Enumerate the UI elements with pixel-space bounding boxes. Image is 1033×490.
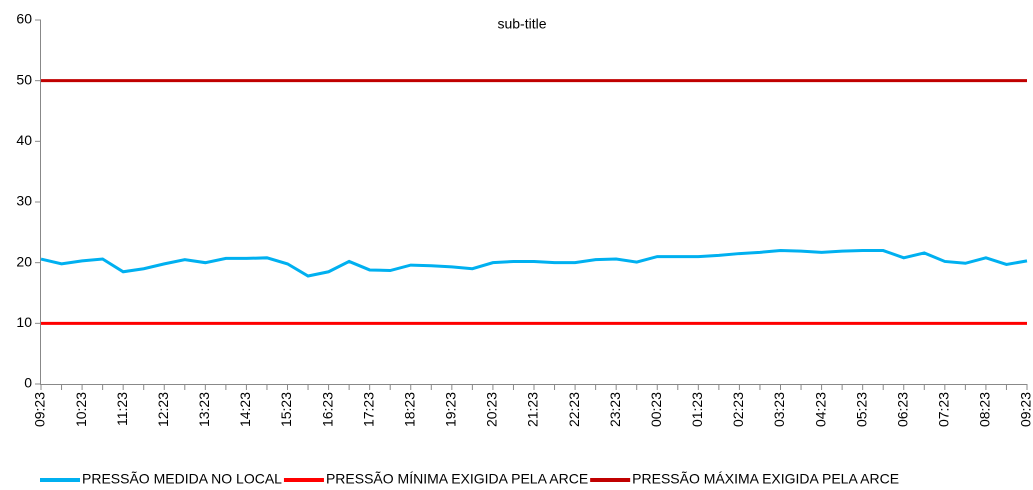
x-tick-label: 07:23	[936, 392, 952, 427]
x-tick-label: 09:23	[1018, 392, 1033, 427]
x-tick-label: 23:23	[607, 392, 623, 427]
x-tick-label: 16:23	[319, 392, 335, 427]
legend-label: PRESSÃO MEDIDA NO LOCAL	[82, 471, 282, 487]
x-tick-label: 17:23	[360, 392, 376, 427]
chart-subtitle: sub-title	[497, 16, 546, 32]
y-tick-label: 0	[24, 375, 32, 391]
x-tick-label: 09:23	[32, 392, 48, 427]
x-tick-label: 22:23	[566, 392, 582, 427]
x-tick-label: 19:23	[443, 392, 459, 427]
x-tick-label: 20:23	[484, 392, 500, 427]
legend-label: PRESSÃO MÁXIMA EXIGIDA PELA ARCE	[632, 471, 899, 487]
y-tick-label: 20	[16, 253, 32, 269]
y-tick-label: 40	[16, 132, 32, 148]
y-tick-label: 10	[16, 314, 32, 330]
x-tick-label: 02:23	[730, 392, 746, 427]
y-tick-label: 50	[16, 71, 32, 87]
y-tick-label: 60	[16, 11, 32, 27]
y-tick-label: 30	[16, 193, 32, 209]
x-tick-label: 21:23	[525, 392, 541, 427]
x-tick-label: 04:23	[812, 392, 828, 427]
x-tick-label: 05:23	[853, 392, 869, 427]
x-tick-label: 10:23	[73, 392, 89, 427]
x-tick-label: 08:23	[977, 392, 993, 427]
x-tick-label: 00:23	[648, 392, 664, 427]
series-line	[40, 249, 1028, 278]
x-tick-label: 13:23	[196, 392, 212, 427]
x-tick-label: 03:23	[771, 392, 787, 427]
x-tick-label: 15:23	[278, 392, 294, 427]
x-tick-label: 18:23	[401, 392, 417, 427]
x-tick-label: 01:23	[689, 392, 705, 427]
x-tick-label: 06:23	[894, 392, 910, 427]
x-tick-label: 14:23	[237, 392, 253, 427]
x-tick-label: 11:23	[114, 392, 130, 426]
x-tick-label: 12:23	[155, 392, 171, 427]
legend-label: PRESSÃO MÍNIMA EXIGIDA PELA ARCE	[326, 471, 588, 487]
